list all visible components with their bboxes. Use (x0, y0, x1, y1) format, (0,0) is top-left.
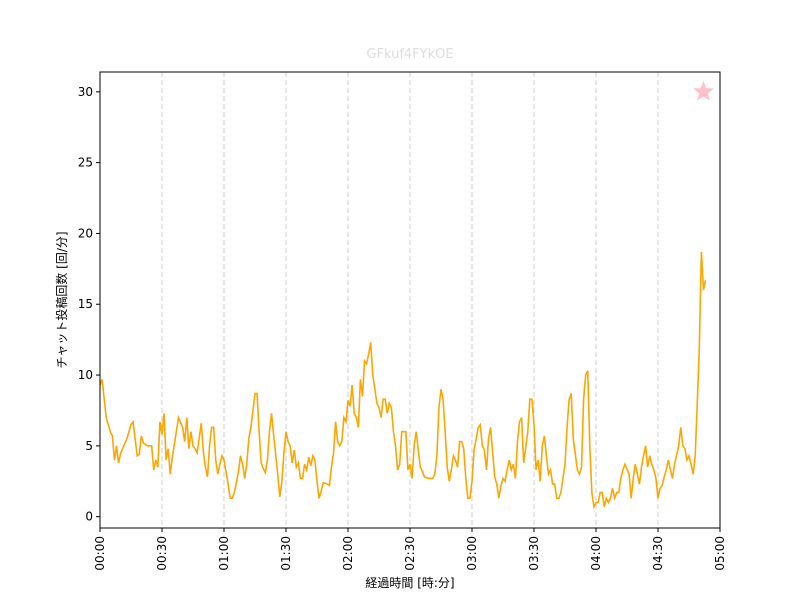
y-tick-label: 10 (78, 368, 93, 382)
x-tick-label: 01:30 (279, 536, 293, 571)
y-tick-label: 20 (78, 226, 93, 240)
x-tick-label: 00:00 (93, 536, 107, 571)
y-tick-label: 15 (78, 297, 93, 311)
y-axis-label: チャット投稿回数 [回/分] (54, 231, 69, 368)
y-tick-label: 0 (85, 510, 93, 524)
x-tick-label: 04:00 (589, 536, 603, 571)
x-tick-label: 04:30 (651, 536, 665, 571)
y-tick-label: 30 (78, 85, 93, 99)
x-tick-label: 03:00 (465, 536, 479, 571)
y-tick-label: 25 (78, 156, 93, 170)
x-tick-label: 05:00 (713, 536, 727, 571)
x-tick-label: 02:30 (403, 536, 417, 571)
star-marker (693, 80, 714, 101)
y-tick-label: 5 (85, 439, 93, 453)
x-tick-label: 00:30 (155, 536, 169, 571)
line-series (99, 251, 707, 510)
x-tick-label: 03:30 (527, 536, 541, 571)
chart-title: GFkuf4FYkOE (366, 47, 453, 62)
x-tick-label: 02:00 (341, 536, 355, 571)
plot-frame (99, 71, 721, 529)
x-tick-label: 01:00 (217, 536, 231, 571)
x-axis-label: 経過時間 [時:分] (365, 576, 454, 590)
